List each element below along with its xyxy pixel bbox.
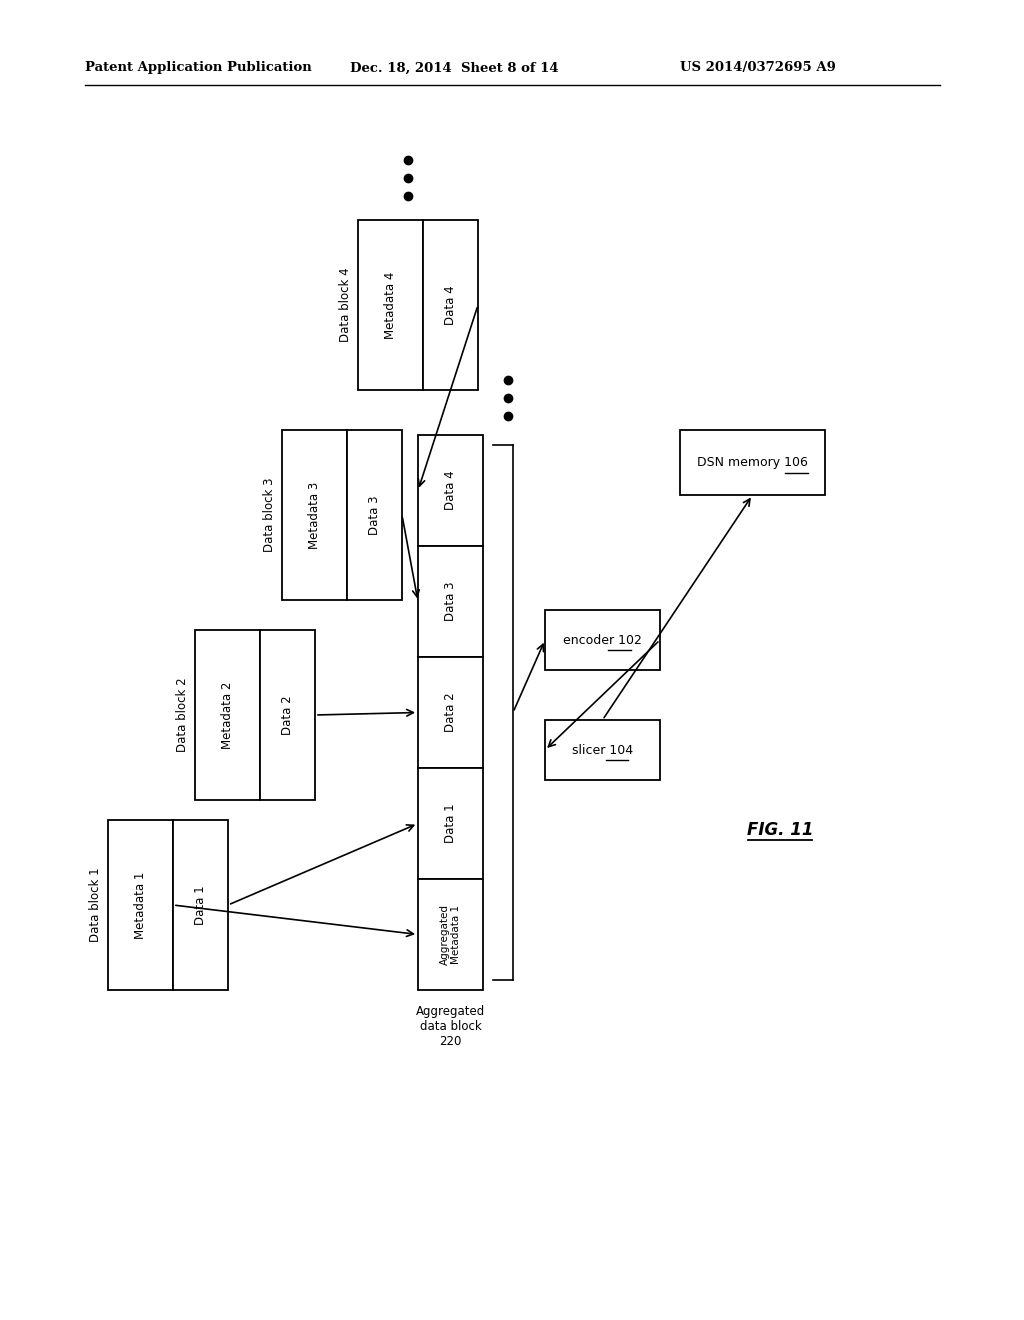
Text: Aggregated
Metadata 1: Aggregated Metadata 1 (439, 904, 461, 965)
Bar (108, 820, 173, 990)
Bar (680, 430, 825, 495)
Bar (545, 610, 660, 671)
Text: US 2014/0372695 A9: US 2014/0372695 A9 (680, 62, 836, 74)
Text: Data 1: Data 1 (194, 886, 207, 925)
Bar (358, 220, 423, 389)
Text: Metadata 4: Metadata 4 (384, 272, 397, 339)
Bar (260, 630, 315, 800)
Text: encoder 102: encoder 102 (563, 634, 642, 647)
Bar (173, 820, 228, 990)
Text: Patent Application Publication: Patent Application Publication (85, 62, 311, 74)
Text: Dec. 18, 2014  Sheet 8 of 14: Dec. 18, 2014 Sheet 8 of 14 (350, 62, 559, 74)
Bar (418, 436, 483, 546)
Bar (418, 546, 483, 657)
Text: Data 2: Data 2 (444, 693, 457, 733)
Bar (347, 430, 402, 601)
Text: Data block 1: Data block 1 (89, 867, 102, 942)
Bar (418, 768, 483, 879)
Text: Data block 4: Data block 4 (339, 268, 352, 342)
Text: Aggregated
data block
220: Aggregated data block 220 (416, 1005, 485, 1048)
Bar (418, 879, 483, 990)
Text: Data 2: Data 2 (281, 696, 294, 735)
Text: Metadata 1: Metadata 1 (134, 871, 147, 939)
Text: Data 4: Data 4 (444, 285, 457, 325)
Text: Metadata 2: Metadata 2 (221, 681, 234, 748)
Text: Data 3: Data 3 (444, 582, 457, 622)
Text: Data 3: Data 3 (368, 495, 381, 535)
Text: Data 1: Data 1 (444, 804, 457, 843)
Bar (418, 657, 483, 768)
Text: Data block 3: Data block 3 (263, 478, 276, 552)
Text: Data 4: Data 4 (444, 471, 457, 511)
Text: FIG. 11: FIG. 11 (746, 821, 813, 840)
Text: DSN memory 106: DSN memory 106 (697, 455, 808, 469)
Text: Metadata 3: Metadata 3 (308, 482, 321, 549)
Bar (545, 719, 660, 780)
Bar (282, 430, 347, 601)
Text: slicer 104: slicer 104 (572, 743, 633, 756)
Text: Data block 2: Data block 2 (176, 677, 189, 752)
Bar (423, 220, 478, 389)
Bar (195, 630, 260, 800)
